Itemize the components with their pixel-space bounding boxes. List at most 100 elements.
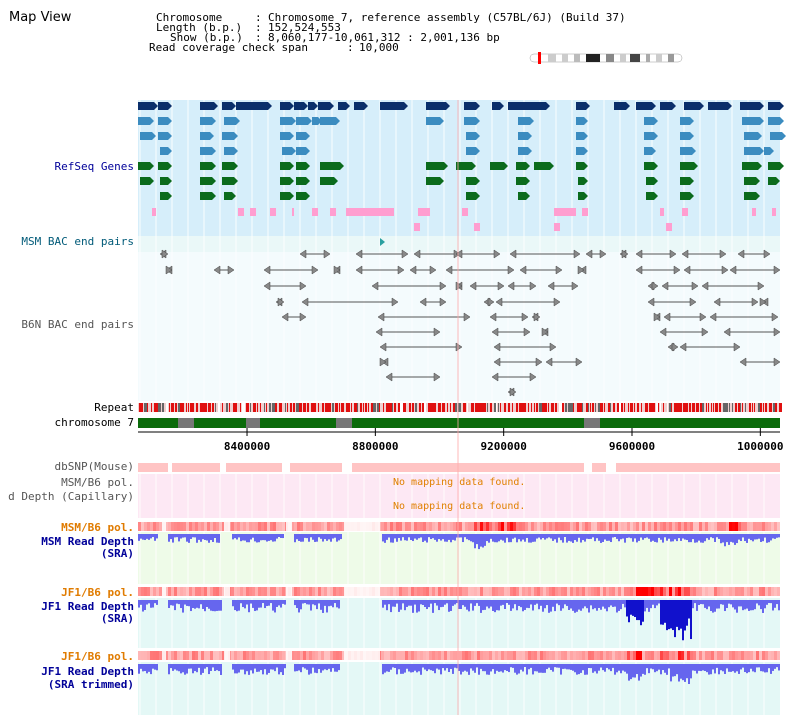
pink-gene xyxy=(312,208,318,216)
depth-bar xyxy=(212,664,214,668)
gene-block xyxy=(200,177,212,185)
depth-bar xyxy=(334,664,336,672)
pol-mark xyxy=(270,651,273,660)
bac-end xyxy=(663,312,671,322)
pol-mark xyxy=(234,587,237,596)
pol-mark xyxy=(507,522,510,531)
repeat-mark xyxy=(754,403,755,412)
pol-mark xyxy=(435,587,438,596)
bac-end xyxy=(419,297,427,307)
repeat-mark xyxy=(365,403,367,412)
depth-bar xyxy=(710,534,712,538)
depth-bar xyxy=(530,664,532,668)
pol-mark xyxy=(594,651,597,660)
pol-mark xyxy=(567,651,570,660)
pol-mark xyxy=(264,522,267,531)
depth-bar xyxy=(332,600,334,608)
pol-mark xyxy=(684,522,687,531)
msm-b6-pol-cap-label[interactable]: MSM/B6 pol. xyxy=(61,476,134,489)
jf1-read-depth-label[interactable]: JF1 Read Depth xyxy=(41,600,134,613)
pol-mark xyxy=(300,651,303,660)
bac-end xyxy=(721,265,729,275)
repeat-mark xyxy=(169,403,170,412)
pol-mark xyxy=(465,651,468,660)
pol-mark xyxy=(141,651,144,660)
pol-mark xyxy=(615,522,618,531)
depth-bar xyxy=(198,600,200,609)
pol-mark xyxy=(498,651,501,660)
pink-gene xyxy=(682,208,688,216)
depth-bar xyxy=(500,534,502,540)
pol-mark xyxy=(474,651,477,660)
gene-arrow xyxy=(692,147,696,155)
depth-bar xyxy=(300,534,302,542)
depth-bar xyxy=(432,664,434,671)
pol-mark xyxy=(174,522,177,531)
depth-bar xyxy=(508,534,510,543)
pol-mark xyxy=(483,587,486,596)
bac-end xyxy=(301,297,309,307)
depth-bar xyxy=(620,600,622,610)
depth-bar xyxy=(336,534,338,542)
depth-bar xyxy=(468,600,470,612)
pol-mark xyxy=(252,651,255,660)
jf1-read-depth-2-label[interactable]: JF1 Read Depth xyxy=(41,665,134,678)
depth-bar xyxy=(626,534,628,538)
pol-mark xyxy=(726,522,729,531)
depth-bar xyxy=(646,600,648,608)
pol-mark xyxy=(606,651,609,660)
repeat-mark xyxy=(233,403,236,412)
pol-mark xyxy=(216,651,219,660)
depth-bar xyxy=(172,600,174,606)
msm-b6-pol-label[interactable]: MSM/B6 pol. xyxy=(61,521,134,534)
pink-gene xyxy=(238,208,244,216)
depth-bar xyxy=(332,534,334,539)
depth-bar xyxy=(628,600,630,623)
msm-read-depth-label[interactable]: MSM Read Depth xyxy=(41,535,134,548)
gene-block xyxy=(296,117,308,125)
pol-mark xyxy=(393,651,396,660)
refseq-genes-label[interactable]: RefSeq Genes xyxy=(54,160,134,173)
depth-bar xyxy=(698,664,700,671)
depth-bar xyxy=(440,600,442,608)
pol-mark xyxy=(186,651,189,660)
depth-bar xyxy=(616,664,618,673)
pol-mark xyxy=(582,522,585,531)
depth-bar xyxy=(590,664,592,669)
pol-mark xyxy=(531,587,534,596)
pol-mark xyxy=(303,651,306,660)
depth-bar xyxy=(336,664,338,672)
pol-mark xyxy=(657,522,660,531)
depth-bar xyxy=(200,664,202,675)
pol-mark xyxy=(324,651,327,660)
depth-bar xyxy=(196,534,198,543)
read-depth-cap-label[interactable]: d Depth (Capillary) xyxy=(8,490,134,503)
pol-mark xyxy=(645,522,648,531)
gene-block xyxy=(466,192,476,200)
depth-bar xyxy=(214,534,216,538)
pol-mark xyxy=(651,651,654,660)
depth-bar xyxy=(562,664,564,669)
depth-bar xyxy=(340,534,342,540)
pol-mark xyxy=(246,651,249,660)
depth-bar xyxy=(642,534,644,540)
bac-end xyxy=(323,249,331,259)
depth-bar xyxy=(450,600,452,611)
depth-bar xyxy=(204,664,206,669)
depth-bar xyxy=(154,664,156,670)
repeat-mark xyxy=(740,403,741,412)
jf1-b6-pol-2-label[interactable]: JF1/B6 pol. xyxy=(61,650,134,663)
bac-end xyxy=(377,312,385,322)
pol-mark xyxy=(750,522,753,531)
depth-bar xyxy=(572,664,574,671)
b6n-bac-label[interactable]: B6N BAC end pairs xyxy=(21,318,134,331)
msm-bac-label[interactable]: MSM BAC end pairs xyxy=(21,235,134,248)
depth-bar xyxy=(534,534,536,542)
depth-bar xyxy=(154,600,156,604)
jf1-b6-pol-label[interactable]: JF1/B6 pol. xyxy=(61,586,134,599)
gene-arrow xyxy=(290,162,294,170)
dbsnp-label[interactable]: dbSNP(Mouse) xyxy=(54,460,134,473)
pol-mark xyxy=(669,587,672,596)
pol-mark xyxy=(150,587,153,596)
pol-mark xyxy=(159,522,162,531)
